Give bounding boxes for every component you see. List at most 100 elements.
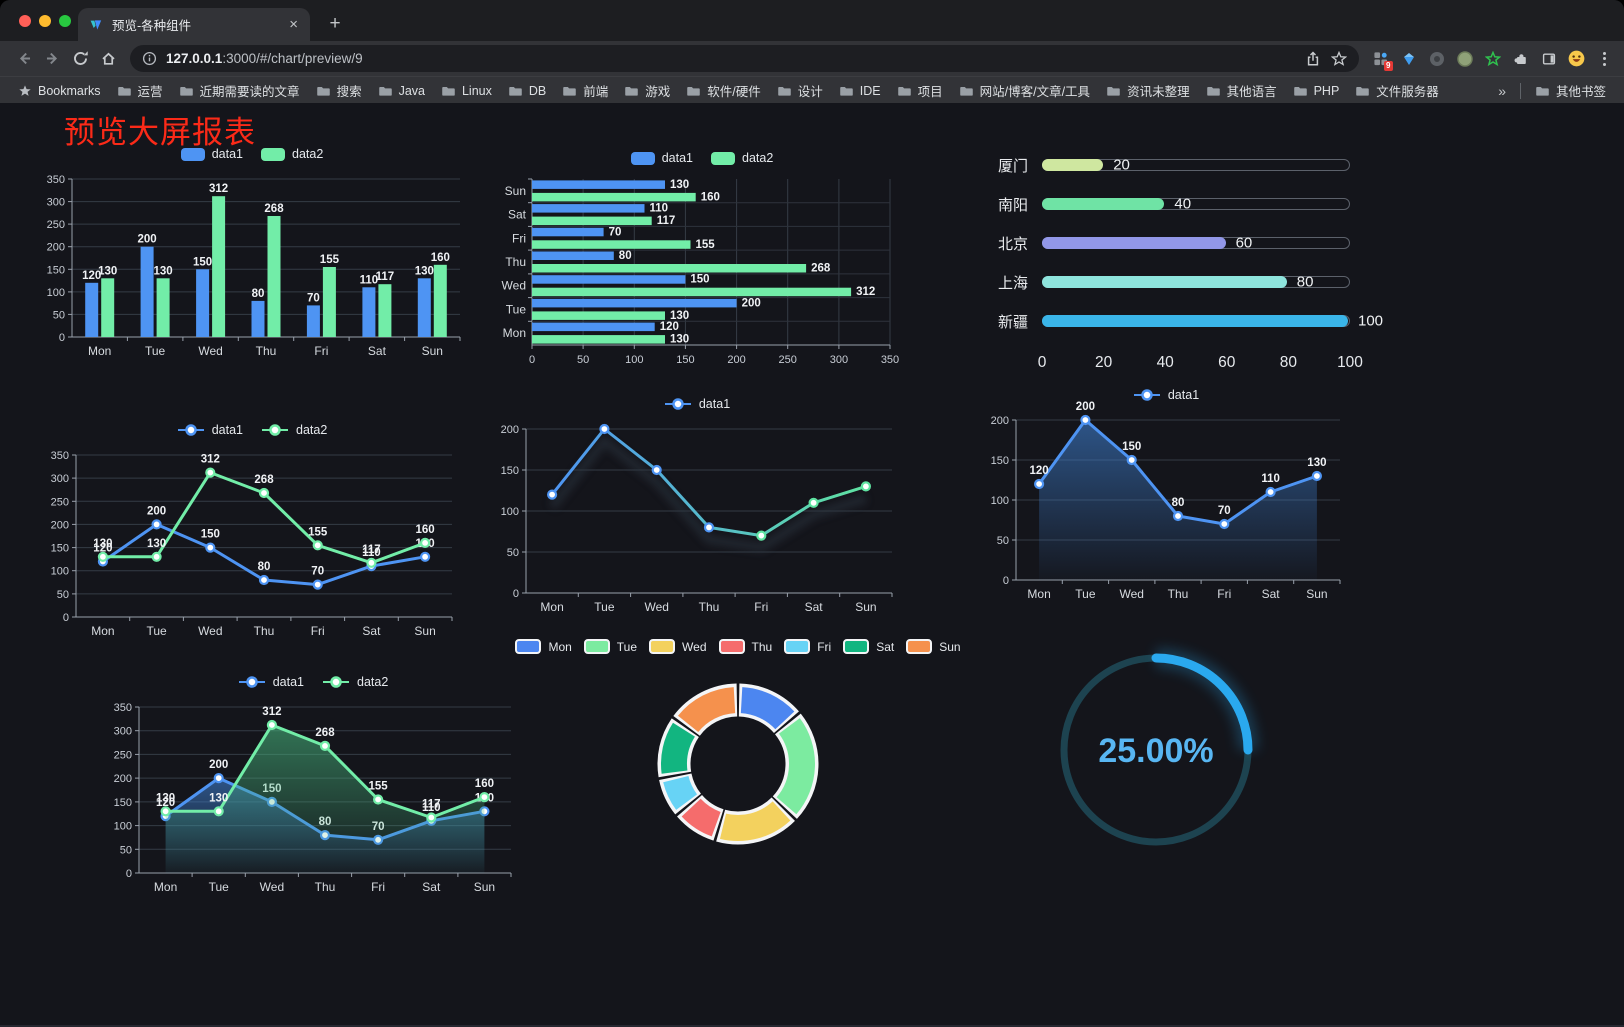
svg-text:80: 80 [258,561,271,573]
svg-text:268: 268 [254,474,274,486]
svg-text:100: 100 [47,287,65,299]
legend-item[interactable]: Tue [583,639,637,654]
svg-text:200: 200 [114,773,132,785]
bookmark-star-icon[interactable] [1331,50,1347,67]
legend-swatch [583,639,610,654]
legend-line-icon [664,398,691,410]
other-bookmarks-item[interactable]: 其他书签 [1527,80,1614,102]
legend-item[interactable]: data1 [238,675,304,689]
legend-item[interactable]: data1 [630,151,693,165]
legend-item[interactable]: Sat [843,639,894,654]
svg-text:130: 130 [670,334,689,346]
svg-text:0: 0 [529,354,535,366]
side-panel-icon[interactable] [1539,49,1558,68]
svg-text:117: 117 [376,271,395,283]
reload-button[interactable] [66,45,94,73]
bookmarks-manager-item[interactable]: Bookmarks [10,80,109,102]
close-window-button[interactable] [19,15,31,27]
bookmarks-divider [1519,82,1521,99]
progress-track: 100 [1042,313,1383,330]
svg-text:Mon: Mon [88,344,111,358]
folder-icon [1536,86,1549,96]
legend-item[interactable]: data1 [177,423,243,437]
two-series-line-chart: data1 data2 0 50 100 150 200 250 300 350 Mon Tue Wed… [40,423,464,643]
svg-text:150: 150 [1122,441,1141,453]
legend-item[interactable]: data2 [711,151,773,165]
svg-text:150: 150 [51,543,69,555]
dark-circle-extension-icon[interactable] [1427,49,1446,68]
tab-title: 预览-各种组件 [112,19,192,33]
extension-grid-icon[interactable]: 9 [1371,49,1393,71]
progress-fill [1042,159,1104,171]
new-tab-button[interactable]: + [329,13,341,34]
progress-track: 20 [1042,157,1350,174]
tab-close-icon[interactable]: × [289,16,298,33]
bookmark-folder[interactable]: 运营 [109,80,171,102]
svg-text:Fri: Fri [512,231,526,245]
bookmark-folder[interactable]: 其他语言 [1198,80,1285,102]
progress-row: 南阳 40 [998,196,1350,214]
bookmark-folder[interactable]: DB [500,80,554,102]
zoom-window-button[interactable] [59,15,71,27]
bookmarks-overflow-chevron[interactable]: » [1498,82,1506,99]
legend-item[interactable]: Sun [906,639,961,654]
legend-item[interactable]: data2 [261,147,323,161]
forward-button[interactable] [38,45,66,73]
progress-fill [1042,237,1226,249]
bookmark-folder[interactable]: 文件服务器 [1347,80,1447,102]
legend-item[interactable]: data2 [261,423,327,437]
bookmark-folder[interactable]: Linux [433,80,500,102]
bookmark-folder[interactable]: PHP [1285,80,1348,102]
svg-text:150: 150 [47,264,65,276]
legend-item[interactable]: Fri [784,639,831,654]
share-icon[interactable] [1305,51,1321,67]
chart-legend: data1 data2 [238,675,388,689]
svg-text:0: 0 [59,332,65,344]
legend-item[interactable]: Mon [515,639,572,654]
browser-menu-icon[interactable] [1594,51,1614,66]
bookmark-folder[interactable]: 网站/博客/文章/工具 [951,80,1098,102]
extensions-row: 9 [1371,49,1586,71]
legend-line-icon [238,676,265,688]
star-icon [19,84,31,96]
site-info-icon[interactable] [142,51,157,66]
legend-item[interactable]: data2 [322,675,388,689]
back-button[interactable] [10,45,38,73]
bookmark-folder[interactable]: 项目 [889,80,951,102]
bookmark-folder[interactable]: 近期需要读的文章 [171,80,308,102]
bookmark-folder[interactable]: 游戏 [616,80,678,102]
site-favicon-icon [88,17,104,33]
bookmark-folder[interactable]: 软件/硬件 [678,80,768,102]
svg-text:100: 100 [991,495,1009,507]
gem-extension-icon[interactable] [1399,49,1418,68]
legend-swatch [630,151,655,165]
svg-text:Mon: Mon [503,326,526,340]
minimize-window-button[interactable] [39,15,51,27]
browser-tab[interactable]: 预览-各种组件 × [78,8,310,41]
folder-icon [959,86,973,96]
legend-item[interactable]: Wed [649,639,707,654]
legend-item[interactable]: Thu [718,639,772,654]
bookmark-folder[interactable]: 设计 [769,80,831,102]
extensions-puzzle-icon[interactable] [1511,49,1530,68]
address-bar[interactable]: 127.0.0.1:3000/#/chart/preview/9 [130,45,1359,72]
green-star-extension-icon[interactable] [1483,49,1502,68]
svg-text:Mon: Mon [540,600,563,614]
bookmark-folder[interactable]: Java [370,80,433,102]
bookmark-folder[interactable]: 前端 [554,80,616,102]
green-circle-extension-icon[interactable] [1455,49,1474,68]
legend-item[interactable]: data1 [180,147,243,161]
chart-legend: Mon Tue Wed Thu Fri Sat Sun [515,639,961,654]
legend-item[interactable]: data1 [664,397,730,411]
bookmark-folder[interactable]: 资讯未整理 [1098,80,1198,102]
svg-text:200: 200 [147,505,166,517]
bookmark-folder[interactable]: 搜索 [308,80,370,102]
home-button[interactable] [94,45,122,73]
svg-text:70: 70 [609,226,622,238]
svg-text:Thu: Thu [699,600,720,614]
bookmark-folder[interactable]: IDE [831,80,889,102]
emoji-extension-icon[interactable] [1567,49,1586,68]
legend-item[interactable]: data1 [1133,388,1199,402]
svg-text:Mon: Mon [1027,587,1050,601]
